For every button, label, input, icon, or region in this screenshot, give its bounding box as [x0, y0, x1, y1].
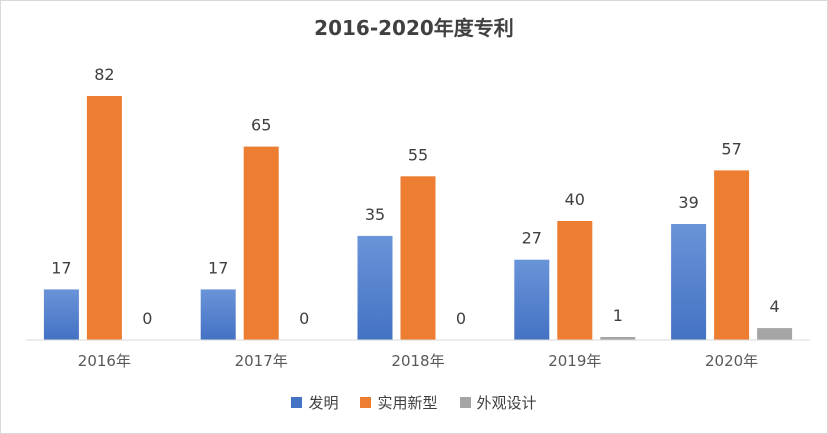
bar-design-5 [757, 328, 793, 340]
bar-utility-model-2 [243, 146, 279, 340]
x-tick-label-4: 2019年 [548, 352, 601, 370]
data-label-design-3: 0 [456, 309, 466, 328]
bar-invention-1 [43, 289, 79, 340]
data-label-utility-model-3: 55 [408, 145, 428, 164]
legend-item-design: 外观设计 [459, 392, 537, 413]
x-tick-label-5: 2020年 [705, 352, 758, 370]
data-label-invention-3: 35 [365, 205, 385, 224]
bar-design-4 [600, 337, 636, 340]
data-label-invention-4: 27 [522, 229, 542, 248]
data-label-utility-model-1: 82 [94, 65, 114, 84]
data-label-design-2: 0 [299, 309, 309, 328]
data-label-invention-1: 17 [51, 258, 71, 277]
bar-invention-4 [514, 259, 550, 340]
data-label-invention-2: 17 [208, 258, 228, 277]
x-tick-label-1: 2016年 [78, 352, 131, 370]
data-label-invention-5: 39 [678, 193, 698, 212]
data-label-utility-model-5: 57 [721, 139, 741, 158]
chart-title: 2016-2020年度专利 [314, 16, 514, 40]
x-tick-label-3: 2018年 [391, 352, 444, 370]
data-label-design-4: 1 [613, 306, 623, 325]
legend-swatch-design [459, 397, 471, 408]
legend-item-invention: 发明 [291, 392, 338, 413]
legend-swatch-invention [291, 397, 303, 408]
data-label-design-1: 0 [142, 309, 152, 328]
data-label-utility-model-2: 65 [251, 116, 271, 135]
x-tick-label-2: 2017年 [235, 352, 288, 370]
legend-swatch-utility-model [360, 397, 372, 408]
bar-invention-2 [200, 289, 236, 340]
data-labels-layer: 17 82 0 17 65 0 35 55 0 27 40 1 39 57 4 [51, 65, 779, 328]
legend-label-invention: 发明 [308, 394, 339, 412]
bar-utility-model-4 [557, 221, 593, 340]
bar-invention-5 [671, 224, 707, 340]
bar-invention-3 [357, 235, 393, 340]
legend-label-design: 外观设计 [476, 394, 537, 412]
x-tick-labels: 2016年 2017年 2018年 2019年 2020年 [78, 352, 758, 370]
data-label-utility-model-4: 40 [565, 190, 585, 209]
bar-utility-model-3 [400, 176, 436, 340]
bar-utility-model-1 [86, 96, 122, 340]
legend: 发明 实用新型 外观设计 [0, 392, 828, 413]
bars-layer [43, 96, 793, 340]
bar-utility-model-5 [714, 170, 750, 340]
data-label-design-5: 4 [770, 297, 780, 316]
legend-item-utility-model: 实用新型 [360, 392, 438, 413]
legend-label-utility-model: 实用新型 [377, 394, 438, 412]
